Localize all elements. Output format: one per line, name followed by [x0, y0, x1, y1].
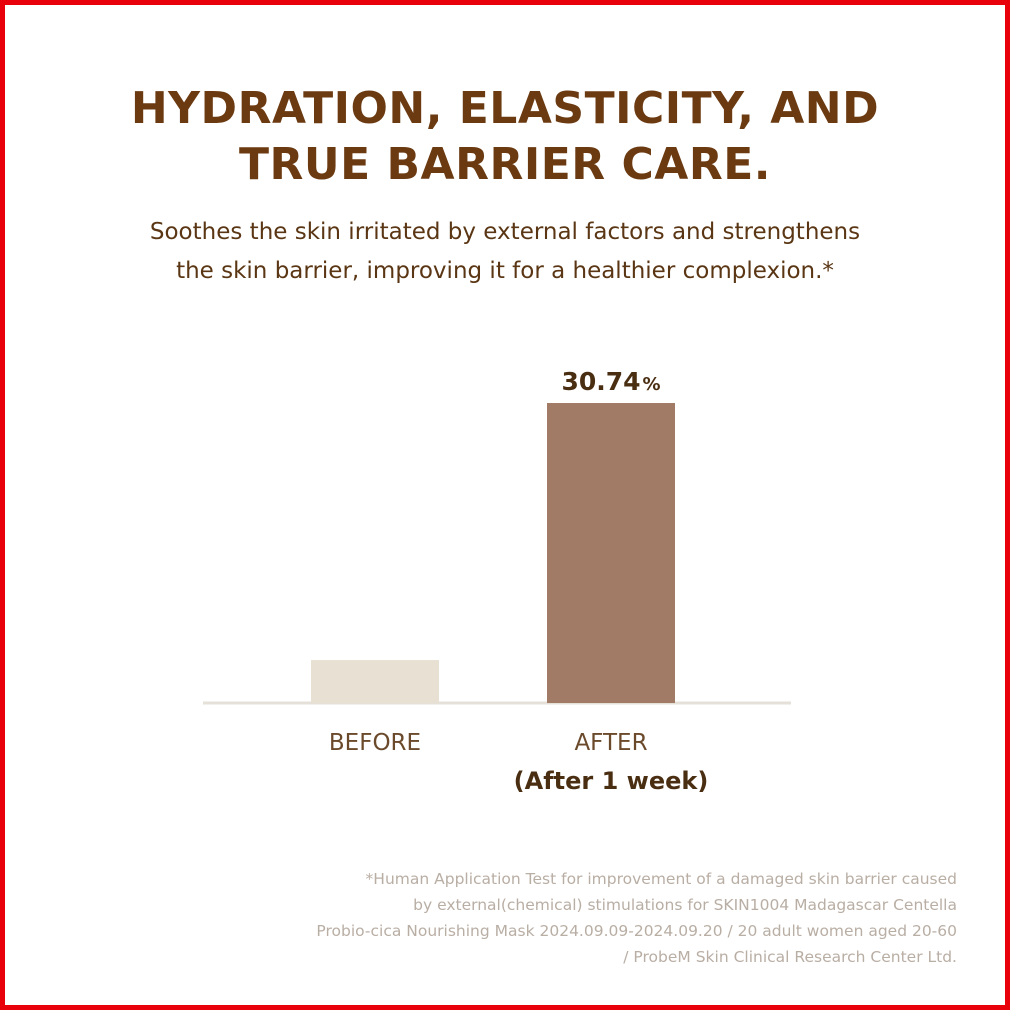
subtitle-line-2: the skin barrier, improving it for a hea…: [176, 258, 834, 284]
bar-after: [547, 403, 675, 703]
footnote-line-4: / ProbeM Skin Clinical Research Center L…: [623, 948, 957, 966]
subtitle-line-1: Soothes the skin irritated by external f…: [149, 219, 861, 245]
category-label-before: BEFORE: [329, 730, 421, 756]
bar-before: [311, 660, 439, 703]
title-line-2: TRUE BARRIER CARE.: [239, 139, 771, 190]
value-label-after: 30.74%: [561, 367, 660, 396]
footnote-line-1: *Human Application Test for improvement …: [365, 870, 957, 888]
footnote-line-2: by external(chemical) stimulations for S…: [413, 896, 957, 914]
category-sublabel-after: (After 1 week): [514, 767, 709, 795]
bar-chart: BEFORE 30.74 % AFTER (After 1 week): [203, 367, 791, 795]
category-label-after: AFTER: [574, 730, 647, 756]
title-line-1: HYDRATION, ELASTICITY, AND: [130, 83, 880, 134]
footnote-line-3: Probio-cica Nourishing Mask 2024.09.09-2…: [316, 922, 957, 940]
